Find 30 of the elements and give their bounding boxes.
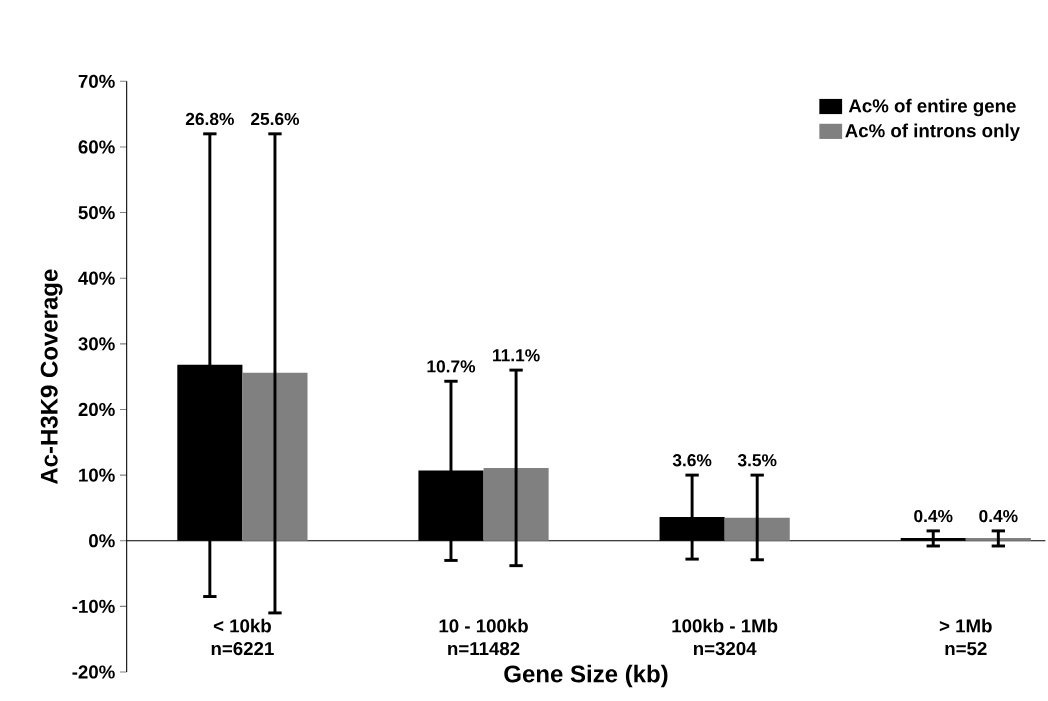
y-tick-label: 10% — [79, 468, 115, 482]
text: 0.4% — [979, 509, 1018, 523]
x-tick-label: 100kb - 1Mb n=3204 — [672, 618, 778, 656]
y-tick-label: 30% — [78, 337, 115, 351]
legend-label: Ac% of entire gene — [848, 98, 1016, 117]
bar — [483, 467, 549, 541]
text: 11.1% — [493, 349, 540, 362]
y-tick-label: 70% — [78, 74, 115, 88]
x-tick-label: > 1Mb n=52 — [939, 618, 992, 655]
y-tick-label: 50% — [78, 205, 115, 220]
text: 10.7% — [427, 360, 476, 373]
text: 3.5% — [737, 453, 777, 467]
text: 0.4% — [914, 509, 953, 523]
text: 26.8% — [185, 112, 234, 125]
text: 3.6% — [672, 453, 712, 467]
y-tick-label: -10% — [72, 599, 115, 613]
y-tick-label: -20% — [72, 665, 115, 679]
y-axis-title: Ac-H3K9 Coverage — [40, 269, 63, 484]
y-tick-label: 60% — [78, 140, 115, 154]
bar — [965, 537, 1031, 541]
text: 25.6% — [250, 112, 300, 125]
bar — [242, 372, 308, 541]
x-tick-label: 10 - 100kb n=11482 — [439, 618, 528, 655]
y-tick-label: 20% — [78, 402, 115, 416]
bar — [724, 517, 790, 541]
x-tick-label: < 10kb n=6221 — [211, 618, 274, 655]
legend-label: Ac% of introns only — [845, 123, 1020, 141]
y-tick-label: 40% — [78, 271, 115, 285]
y-tick-label: 0% — [89, 533, 115, 548]
x-axis-title: Gene Size (kb) — [504, 664, 668, 688]
